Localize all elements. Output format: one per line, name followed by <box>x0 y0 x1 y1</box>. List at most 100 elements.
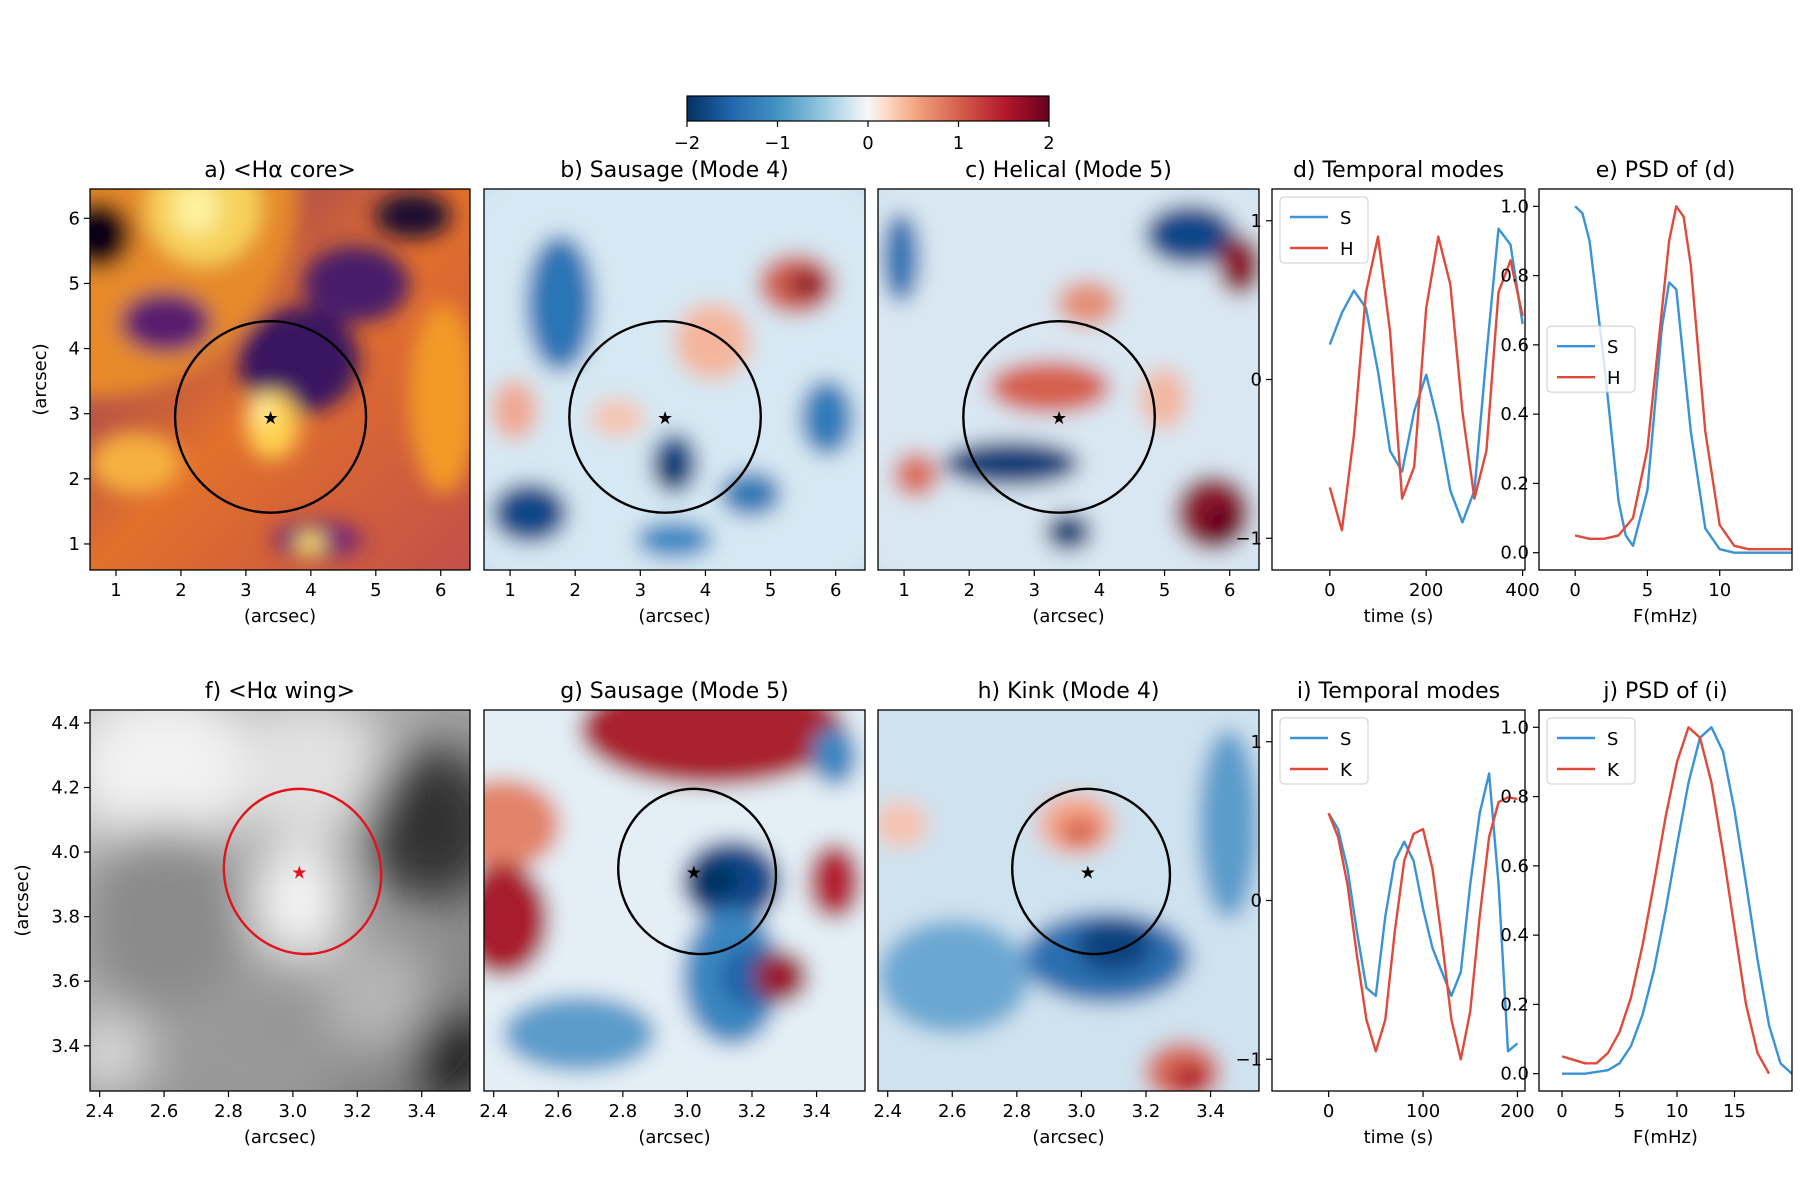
y-axis-label: (arcsec) <box>12 864 33 936</box>
heatmap-image: ★ <box>484 189 865 570</box>
loop-contour <box>173 320 368 514</box>
series-line-S <box>1327 772 1519 1053</box>
y-tick-label: 1.0 <box>1500 717 1529 738</box>
y-tick-label: 4.4 <box>51 713 80 734</box>
colorbar-tick-label: 1 <box>953 133 964 154</box>
field-feature <box>491 379 538 441</box>
x-tick-label: 100 <box>1406 1101 1440 1122</box>
legend: SK <box>1279 717 1369 785</box>
x-tick-label: 3.2 <box>1132 1101 1161 1122</box>
field-feature <box>484 189 865 570</box>
panel-a: ★ a) <Hα core> 1 2 3 4 5 6 1 2 3 4 5 6 (arcsec) (arcsec… <box>30 158 471 627</box>
x-tick-label: 1 <box>110 580 121 601</box>
axes-frame <box>877 188 1260 571</box>
y-tick-label: 0.0 <box>1500 1064 1529 1085</box>
heatmap-image: ★ <box>90 710 470 1091</box>
field-feature <box>375 192 451 239</box>
field-feature <box>302 246 410 323</box>
field-feature <box>685 862 740 901</box>
y-tick-label: 3 <box>69 404 80 425</box>
y-tick-label: −1 <box>1235 528 1262 549</box>
x-tick-label: 5 <box>1159 580 1170 601</box>
panel-title: c) Helical (Mode 5) <box>965 158 1172 183</box>
x-tick-label: 3.2 <box>343 1101 372 1122</box>
loop-contour <box>617 787 778 956</box>
field-feature <box>1045 512 1092 551</box>
x-tick-label: 0 <box>1556 1101 1567 1122</box>
y-tick-label: 0.6 <box>1500 856 1529 877</box>
x-tick-label: 4 <box>1094 580 1105 601</box>
field-feature <box>253 839 345 962</box>
field-feature <box>90 710 261 844</box>
y-tick-label: 6 <box>69 208 80 229</box>
field-feature <box>754 950 808 1004</box>
heatmap-image: ★ <box>90 189 470 570</box>
x-tick-label: 3 <box>1029 580 1040 601</box>
y-tick-label: 1 <box>1251 732 1262 753</box>
panel-title: d) Temporal modes <box>1293 158 1504 183</box>
field-feature <box>653 455 681 487</box>
x-tick-label: 3.4 <box>802 1101 831 1122</box>
field-feature <box>234 710 387 836</box>
panel-f: ★ f) <Hα wing> 2.4 2.6 2.8 3.0 3.2 3.4 3.4 3.6 3.8… <box>12 679 471 1148</box>
panel-title: j) PSD of (i) <box>1602 679 1727 704</box>
colorbar: −2 −1 0 1 2 <box>674 95 1055 154</box>
center-star-marker: ★ <box>1051 408 1067 429</box>
y-tick-label: 0.0 <box>1500 543 1529 564</box>
x-tick-label: 10 <box>1708 580 1731 601</box>
field-feature <box>1076 919 1153 973</box>
x-axis-label: (arcsec) <box>638 606 710 627</box>
panel-title: g) Sausage (Mode 5) <box>560 679 788 704</box>
x-tick-label: 2.4 <box>479 1101 508 1122</box>
x-tick-label: 2.8 <box>609 1101 638 1122</box>
field-feature <box>525 234 595 372</box>
panel-c: ★ c) Helical (Mode 5) 1 2 3 4 5 6 (arcsec) <box>877 158 1260 627</box>
field-feature <box>90 432 182 494</box>
field-feature <box>942 440 1080 487</box>
series-line-K <box>1561 726 1771 1075</box>
x-tick-label: 400 <box>1505 580 1539 601</box>
field-feature <box>409 303 470 494</box>
x-tick-label: 2.6 <box>938 1101 967 1122</box>
field-feature <box>720 470 782 517</box>
field-feature <box>120 291 212 353</box>
field-feature <box>881 211 920 304</box>
x-tick-label: 6 <box>435 580 446 601</box>
y-tick-label: 4.2 <box>51 777 80 798</box>
field-feature <box>90 200 132 269</box>
loop-contour <box>222 787 383 956</box>
field-feature <box>988 360 1111 414</box>
y-tick-label: 1.0 <box>1500 196 1529 217</box>
field-feature <box>1201 501 1240 548</box>
y-tick-label: 0 <box>1251 370 1262 391</box>
x-tick-label: 3.0 <box>279 1101 308 1122</box>
x-tick-label: 6 <box>830 580 841 601</box>
field-feature <box>1144 204 1237 266</box>
panel-b: ★ b) Sausage (Mode 4) 1 2 3 4 5 6 (arcsec) <box>483 158 866 627</box>
x-tick-label: 2.6 <box>150 1101 179 1122</box>
center-star-marker: ★ <box>291 862 307 883</box>
axes-frame <box>89 709 471 1092</box>
y-tick-label: 0.4 <box>1500 925 1529 946</box>
x-tick-label: 5 <box>1642 580 1653 601</box>
x-axis-label: (arcsec) <box>1032 606 1104 627</box>
x-axis-label: time (s) <box>1364 606 1434 627</box>
field-feature <box>363 748 470 901</box>
field-feature <box>238 307 360 414</box>
field-feature <box>413 1007 470 1091</box>
y-tick-label: 0.2 <box>1500 473 1529 494</box>
y-axis-label: (arcsec) <box>30 343 51 415</box>
y-tick-label: 0.8 <box>1500 266 1529 287</box>
axes-frame <box>1538 188 1793 571</box>
x-tick-label: 0 <box>1323 1101 1334 1122</box>
colorbar-tick-label: 0 <box>862 133 873 154</box>
center-star-marker: ★ <box>657 408 673 429</box>
x-tick-label: 3 <box>240 580 251 601</box>
legend: SH <box>1546 325 1636 393</box>
y-tick-label: 3.8 <box>51 907 80 928</box>
x-tick-label: 0 <box>1324 580 1335 601</box>
panel-title: b) Sausage (Mode 4) <box>560 158 788 183</box>
field-feature <box>590 398 645 437</box>
x-tick-label: 3.2 <box>738 1101 767 1122</box>
y-tick-label: 0.4 <box>1500 404 1529 425</box>
